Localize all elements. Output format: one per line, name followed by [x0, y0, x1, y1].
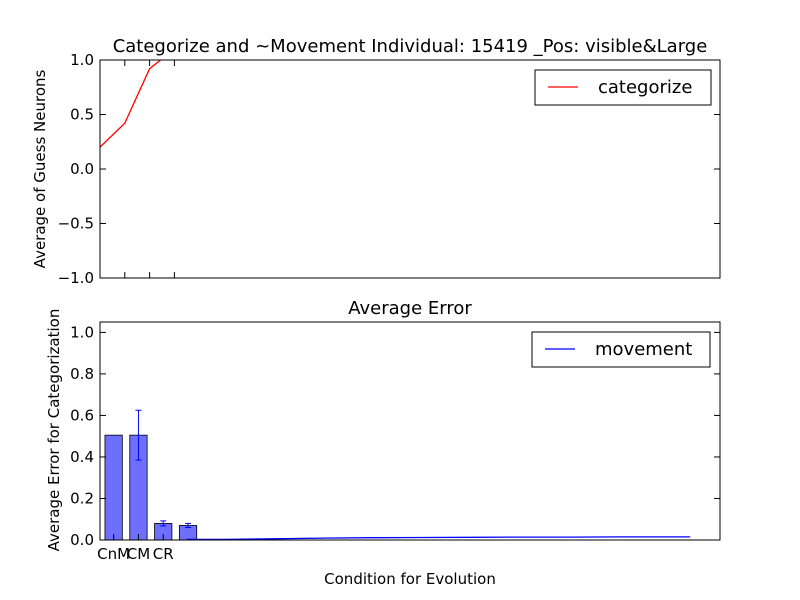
- bottom-chart-title: Average Error: [348, 298, 472, 319]
- series-line-categorize: [100, 60, 162, 148]
- bottom-y-tick-label: 0.6: [70, 406, 94, 424]
- bottom-x-tick-label-CM: CM: [127, 545, 150, 563]
- top-y-tick-label: 0.5: [70, 106, 94, 124]
- bottom-series-group: [186, 536, 691, 540]
- top-legend: categorize: [534, 69, 712, 106]
- bottom-y-ticks: 0.0 0.2 0.4 0.6 0.8 1.0: [70, 323, 720, 549]
- bottom-y-tick-label: 0.4: [70, 448, 94, 466]
- bottom-y-tick-label: 0.0: [70, 531, 94, 549]
- bottom-axes-frame: [99, 321, 721, 541]
- bottom-y-axis-label: Average Error for Categorization: [45, 309, 63, 552]
- top-series-group: [100, 60, 162, 148]
- bottom-x-tick-label-CR: CR: [153, 545, 174, 563]
- bottom-bars-group: [104, 409, 198, 540]
- bar-0: [104, 434, 123, 540]
- bottom-y-tick-label: 1.0: [70, 323, 94, 341]
- top-y-ticks: 1.0 0.5 0.0 −0.5 −1.0: [58, 51, 720, 287]
- top-y-tick-label: 0.0: [70, 160, 94, 178]
- top-subplot: Categorize and ~Movement Individual: 154…: [31, 36, 721, 287]
- bottom-legend-label-movement: movement: [595, 339, 692, 360]
- bottom-x-tick-label-CnM: CnM: [97, 545, 130, 563]
- top-legend-label-categorize: categorize: [598, 77, 692, 98]
- bottom-y-tick-label: 0.2: [70, 489, 94, 507]
- top-chart-title: Categorize and ~Movement Individual: 154…: [113, 36, 708, 57]
- top-y-axis-label: Average of Guess Neurons: [31, 69, 49, 268]
- bottom-legend: movement: [531, 331, 711, 368]
- bottom-y-tick-label: 0.8: [70, 365, 94, 383]
- top-y-tick-label: −0.5: [58, 215, 94, 233]
- bottom-x-axis-label: Condition for Evolution: [324, 570, 496, 588]
- top-y-tick-label: −1.0: [58, 269, 94, 287]
- top-y-tick-label: 1.0: [70, 51, 94, 69]
- top-x-ticks: [124, 60, 175, 278]
- series-line-movement: [186, 536, 691, 540]
